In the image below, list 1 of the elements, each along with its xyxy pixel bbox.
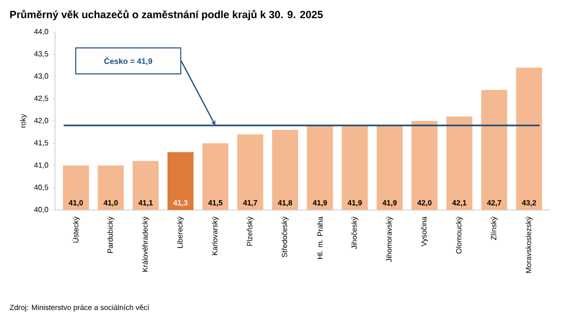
chart-title: Průměrný věk uchazečů o zaměstnání podle krajů k 30. 9. 2025 — [10, 10, 323, 20]
